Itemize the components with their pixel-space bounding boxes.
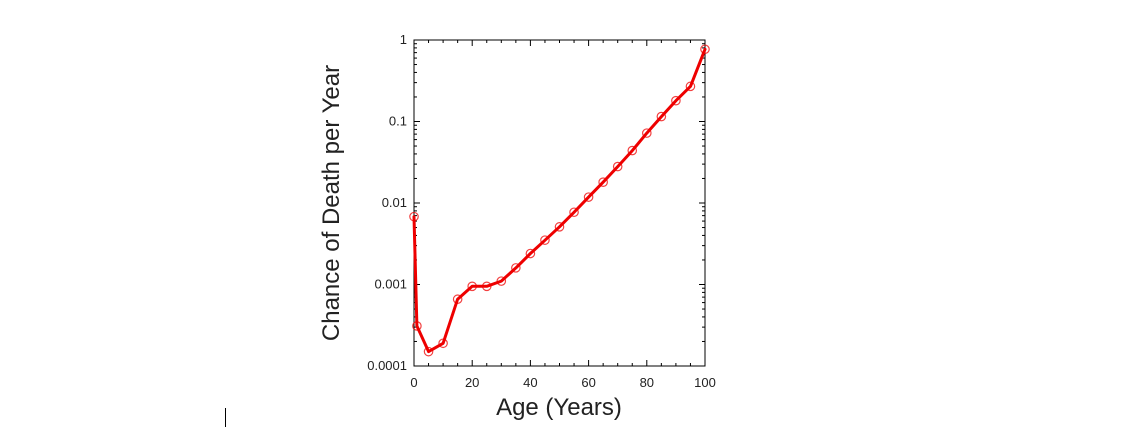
data-point (511, 263, 521, 273)
series-line (412, 47, 707, 354)
data-point (540, 235, 550, 245)
data-point (423, 346, 434, 357)
data-point (412, 321, 422, 331)
x-tick-label: 80 (640, 375, 654, 390)
x-axis-label: Age (Years) (496, 394, 622, 421)
x-tick-label: 40 (523, 375, 537, 390)
x-tick-label: 0 (410, 375, 417, 390)
data-point (598, 177, 608, 187)
data-point (671, 95, 681, 106)
y-tick-label: 0.0001 (367, 358, 407, 373)
data-point (438, 338, 448, 349)
data-point (452, 294, 463, 305)
y-tick-label: 0.01 (382, 195, 407, 210)
x-tick-label: 20 (465, 375, 479, 390)
x-tick-label: 60 (581, 375, 595, 390)
data-point (641, 128, 652, 138)
data-point (554, 222, 565, 232)
y-tick-label: 0.1 (389, 114, 407, 129)
data-point (700, 44, 710, 55)
y-tick-label: 1 (400, 32, 407, 47)
y-axis-label: Chance of Death per Year (318, 65, 345, 341)
text-cursor (225, 408, 226, 427)
data-point (656, 111, 667, 122)
data-point (583, 192, 594, 202)
data-point (612, 161, 623, 172)
data-point (627, 145, 638, 156)
data-point (467, 281, 477, 292)
data-point (569, 207, 579, 218)
data-point (525, 248, 536, 259)
data-point (496, 276, 507, 286)
data-point (481, 281, 492, 292)
y-tick-label: 0.001 (374, 277, 407, 292)
plot-area: 0.0001 0.001 0.01 0.1 1 0 20 40 60 80 100 (367, 32, 716, 390)
x-tick-label: 100 (694, 375, 716, 390)
data-point (685, 81, 696, 92)
plot-frame (413, 39, 706, 367)
data-point (409, 211, 419, 222)
